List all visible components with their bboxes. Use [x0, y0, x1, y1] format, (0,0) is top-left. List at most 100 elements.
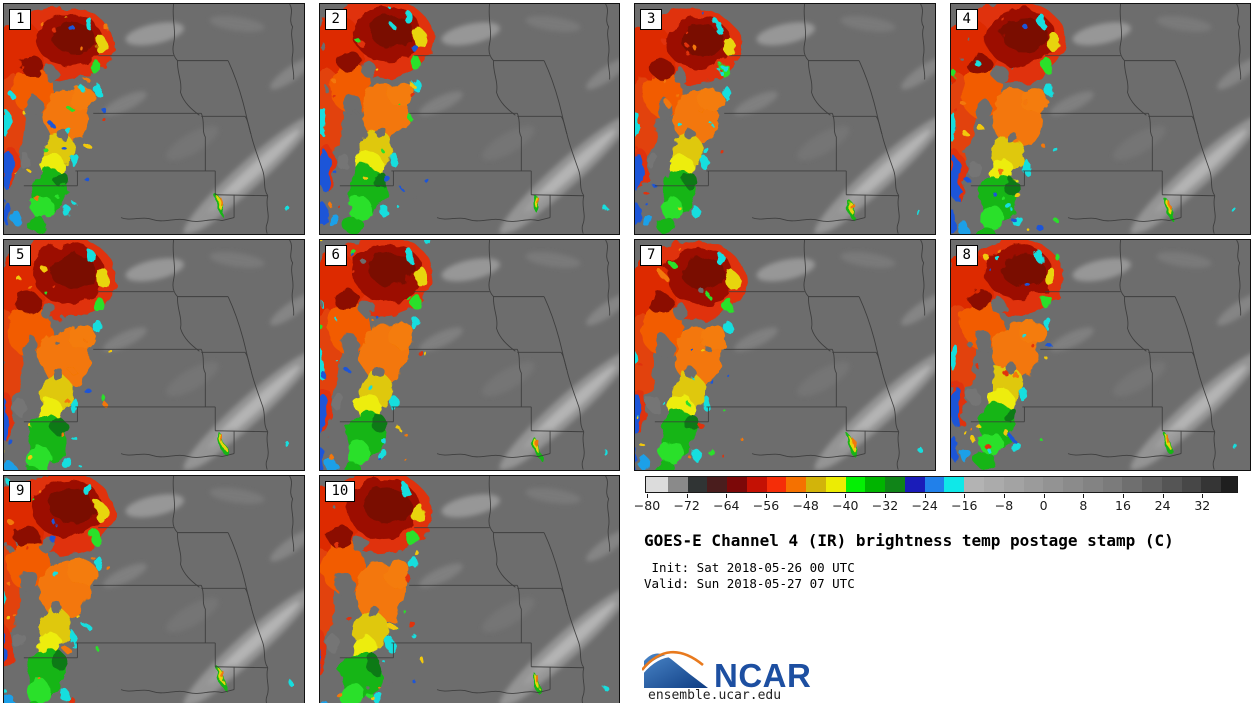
se-storm-cell	[1163, 432, 1238, 456]
state-borders	[339, 476, 610, 703]
colorbar	[645, 476, 1238, 493]
colorbar-tick	[1043, 494, 1045, 498]
ncar-logo: NCAR	[642, 643, 812, 694]
colorbar-tick-label: 32	[1194, 498, 1211, 513]
panel-number-label: 5	[9, 245, 32, 267]
ir-satellite-map	[4, 240, 304, 470]
colorbar-tick	[726, 494, 728, 498]
colorbar-tick	[924, 494, 926, 498]
storm-cloud-layer	[950, 240, 1063, 469]
panel-number-label: 3	[640, 9, 663, 31]
colorbar-tick	[1083, 494, 1085, 498]
colorbar-tick-label: −24	[911, 498, 938, 513]
colorbar-segment	[1161, 477, 1182, 492]
colorbar-segment	[1122, 477, 1143, 492]
colorbar-segment	[746, 477, 767, 492]
storm-cloud-layer	[319, 4, 433, 234]
se-storm-cell	[847, 434, 922, 458]
se-storm-cell	[1163, 197, 1238, 220]
ir-satellite-map	[4, 4, 304, 234]
cirrus-wisps-layer	[734, 251, 935, 470]
colorbar-segment	[865, 477, 886, 492]
ir-satellite-map	[635, 240, 935, 470]
ensemble-member-panel: 1	[3, 3, 305, 235]
state-borders	[339, 240, 610, 470]
state-borders	[654, 240, 926, 470]
colorbar-tick	[805, 494, 807, 498]
ncar-swoosh-icon	[642, 650, 708, 688]
se-storm-cell	[216, 666, 291, 690]
cirrus-wisps-layer	[103, 15, 304, 234]
ir-satellite-map	[319, 476, 619, 703]
colorbar-segment	[1043, 477, 1064, 492]
se-storm-cell	[532, 436, 607, 460]
storm-cloud-layer	[4, 240, 117, 470]
colorbar-segment	[646, 477, 668, 492]
valid-time: Valid: Sun 2018-05-27 07 UTC	[644, 576, 855, 591]
colorbar-segment	[924, 477, 945, 492]
colorbar-tick	[1162, 494, 1164, 498]
colorbar-segment	[1181, 477, 1202, 492]
ensemble-member-panel: 8	[949, 239, 1251, 471]
ir-satellite-map	[950, 240, 1250, 470]
panel-number-label: 10	[324, 481, 356, 503]
colorbar-tick-label: −80	[633, 498, 661, 513]
colorbar-segment	[885, 477, 905, 492]
colorbar-segment	[1142, 477, 1162, 492]
storm-cloud-layer	[635, 9, 742, 234]
colorbar-segment	[1082, 477, 1103, 492]
colorbar-segment	[687, 477, 708, 492]
colorbar-segment	[707, 477, 728, 492]
colorbar-tick-label: −8	[994, 498, 1014, 513]
panel-number-label: 2	[324, 9, 347, 31]
se-storm-cell	[216, 431, 291, 454]
cirrus-wisps-layer	[103, 251, 304, 470]
colorbar-segment	[1102, 477, 1123, 492]
colorbar-segment	[1003, 477, 1024, 492]
storm-cloud-layer	[319, 476, 432, 703]
colorbar-segment	[667, 477, 688, 492]
cirrus-wisps-layer	[1049, 15, 1250, 234]
colorbar-segment	[845, 477, 866, 492]
cirrus-wisps-layer	[418, 487, 619, 703]
colorbar-segment	[806, 477, 826, 492]
colorbar-tick	[686, 494, 688, 498]
ensemble-member-panel: 6	[318, 239, 620, 471]
cirrus-wisps-layer	[1049, 251, 1250, 470]
colorbar-segment	[825, 477, 846, 492]
ir-satellite-map	[950, 4, 1250, 234]
colorbar-tick-label: 8	[1079, 498, 1088, 513]
colorbar-tick-label: 0	[1039, 498, 1048, 513]
colorbar-tick	[964, 494, 966, 498]
cirrus-wisps-layer	[418, 251, 619, 470]
storm-cloud-layer	[4, 476, 116, 703]
se-storm-cell	[847, 199, 922, 223]
colorbar-tick-label: 16	[1115, 498, 1131, 513]
panel-number-label: 7	[640, 245, 663, 267]
cirrus-wisps-layer	[418, 15, 619, 234]
state-borders	[970, 4, 1241, 234]
se-storm-cell	[532, 672, 607, 696]
panel-number-label: 1	[9, 9, 32, 31]
colorbar-tick	[646, 494, 648, 498]
storm-cloud-layer	[950, 4, 1067, 234]
ncar-logo-text: NCAR	[714, 656, 812, 694]
init-time: Init: Sat 2018-05-26 00 UTC	[644, 560, 855, 575]
state-borders	[654, 4, 926, 234]
storm-cloud-layer	[635, 240, 746, 470]
state-borders	[23, 4, 295, 234]
colorbar-segment	[786, 477, 807, 492]
ensemble-member-panel: 5	[3, 239, 305, 471]
figure-title: GOES-E Channel 4 (IR) brightness temp po…	[644, 531, 1174, 550]
state-borders	[23, 476, 295, 703]
colorbar-segment	[766, 477, 787, 492]
colorbar-segment	[1023, 477, 1044, 492]
colorbar-tick	[845, 494, 847, 498]
ensemble-member-panel: 3	[634, 3, 936, 235]
colorbar-tick-label: −40	[832, 498, 859, 513]
state-borders	[970, 240, 1241, 470]
colorbar-segment	[1201, 477, 1222, 492]
cirrus-wisps-layer	[734, 15, 935, 234]
ir-satellite-map	[635, 4, 935, 234]
